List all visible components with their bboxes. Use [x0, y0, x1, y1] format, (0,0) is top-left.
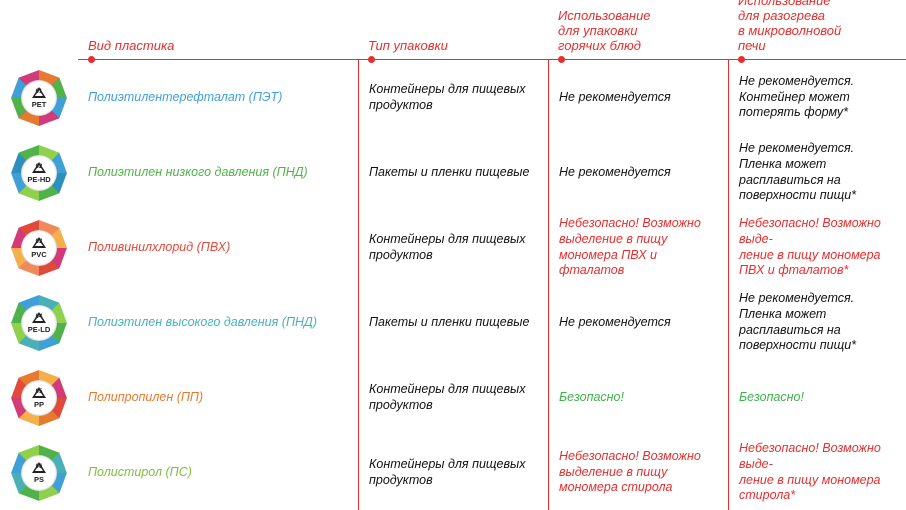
packaging-type: Пакеты и пленки пищевые: [358, 135, 548, 210]
hot-food-use: Не рекомендуется: [548, 60, 728, 135]
plastics-table: Вид пластика Тип упаковки Использование …: [0, 0, 906, 510]
header-label: Тип упаковки: [368, 38, 448, 53]
hot-food-use: Безопасно!: [548, 360, 728, 435]
header-spacer: [0, 0, 78, 60]
microwave-use: Небезопасно! Возможно выде- ление в пищу…: [728, 210, 906, 285]
hot-food-use: Не рекомендуется: [548, 135, 728, 210]
icon-cell: 04PE-LD: [0, 285, 78, 360]
plastic-name: Полиэтилен низкого давления (ПНД): [78, 135, 358, 210]
microwave-use: Небезопасно! Возможно выде- ление в пищу…: [728, 435, 906, 510]
recycle-badge-icon: 01PET: [10, 69, 68, 127]
recycle-badge-icon: 06PS: [10, 444, 68, 502]
icon-cell: 03PVC: [0, 210, 78, 285]
recycle-badge-icon: 03PVC: [10, 219, 68, 277]
packaging-type: Контейнеры для пищевых продуктов: [358, 360, 548, 435]
plastic-name: Полиэтилен высокого давления (ПНД): [78, 285, 358, 360]
icon-cell: 05PP: [0, 360, 78, 435]
packaging-type: Контейнеры для пищевых продуктов: [358, 60, 548, 135]
hot-food-use: Небезопасно! Возможно выделение в пищу м…: [548, 435, 728, 510]
plastic-name: Полипропилен (ПП): [78, 360, 358, 435]
hot-food-use: Небезопасно! Возможно выделение в пищу м…: [548, 210, 728, 285]
recycle-badge-icon: 04PE-LD: [10, 294, 68, 352]
header-label: Использование для разогрева в микроволно…: [738, 0, 841, 53]
recycle-badge-icon: 05PP: [10, 369, 68, 427]
header-packaging-type: Тип упаковки: [358, 0, 548, 60]
recycle-badge-icon: 02PE-HD: [10, 144, 68, 202]
icon-cell: 01PET: [0, 60, 78, 135]
icon-cell: 06PS: [0, 435, 78, 510]
microwave-use: Безопасно!: [728, 360, 906, 435]
header-label: Вид пластика: [88, 38, 174, 53]
microwave-use: Не рекомендуется. Контейнер может потеря…: [728, 60, 906, 135]
icon-cell: 02PE-HD: [0, 135, 78, 210]
header-plastic-type: Вид пластика: [78, 0, 358, 60]
plastic-name: Полиэтилентерефталат (ПЭТ): [78, 60, 358, 135]
plastic-name: Полистирол (ПС): [78, 435, 358, 510]
packaging-type: Контейнеры для пищевых продуктов: [358, 210, 548, 285]
microwave-use: Не рекомендуется. Пленка может расплавит…: [728, 285, 906, 360]
header-label: Использование для упаковки горячих блюд: [558, 8, 651, 53]
microwave-use: Не рекомендуется. Пленка может расплавит…: [728, 135, 906, 210]
hot-food-use: Не рекомендуется: [548, 285, 728, 360]
header-hot-food: Использование для упаковки горячих блюд: [548, 0, 728, 60]
header-microwave: Использование для разогрева в микроволно…: [728, 0, 906, 60]
packaging-type: Пакеты и пленки пищевые: [358, 285, 548, 360]
plastic-name: Поливинилхлорид (ПВХ): [78, 210, 358, 285]
packaging-type: Контейнеры для пищевых продуктов: [358, 435, 548, 510]
